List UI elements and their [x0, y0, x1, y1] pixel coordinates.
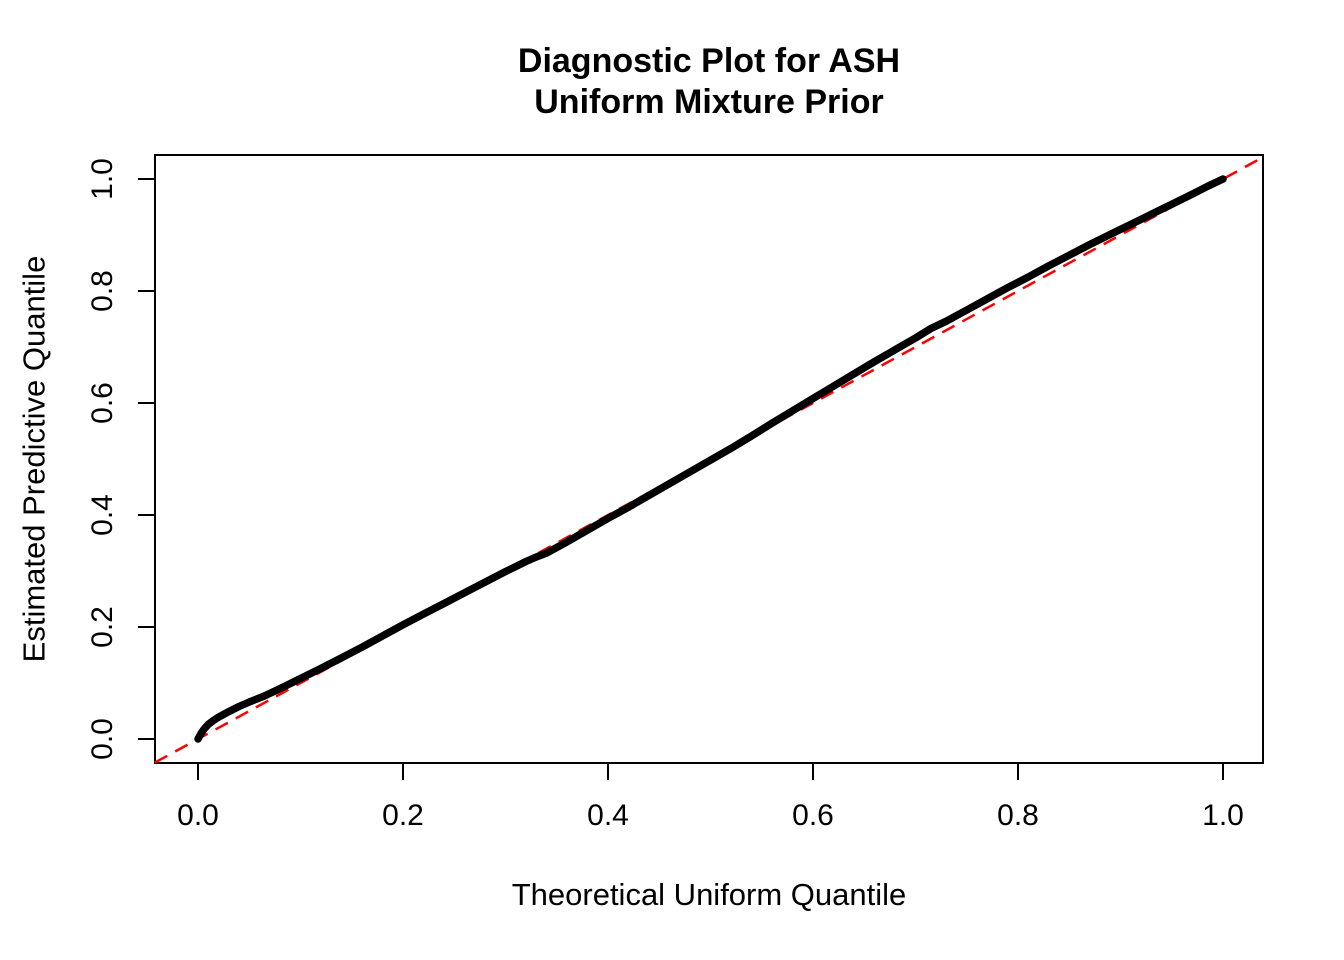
x-tick-label-0.4: 0.4: [587, 799, 629, 832]
x-tick-label-0.8: 0.8: [997, 799, 1039, 832]
qq-curve: [194, 175, 1227, 743]
chart-title: Diagnostic Plot for ASH Uniform Mixture …: [155, 41, 1263, 123]
y-axis-label: Estimated Predictive Quantile: [16, 255, 52, 663]
y-tick-label-0.8: 0.8: [86, 270, 119, 312]
x-tick-label-0.0: 0.0: [177, 799, 219, 832]
y-tick-label-0.0: 0.0: [86, 718, 119, 760]
y-tick-label-0.4: 0.4: [86, 494, 119, 536]
x-tick-label-0.6: 0.6: [792, 799, 834, 832]
x-tick-label-0.2: 0.2: [382, 799, 424, 832]
y-tick-label-0.2: 0.2: [86, 606, 119, 648]
plot-box: [154, 154, 1264, 764]
x-axis-label: Theoretical Uniform Quantile: [511, 877, 907, 912]
chart-title-line2: Uniform Mixture Prior: [534, 83, 884, 121]
x-tick-label-1.0: 1.0: [1202, 799, 1244, 832]
y-tick-label-0.6: 0.6: [86, 382, 119, 424]
chart-title-line1: Diagnostic Plot for ASH: [517, 42, 901, 80]
y-tick-label-1.0: 1.0: [86, 158, 119, 200]
